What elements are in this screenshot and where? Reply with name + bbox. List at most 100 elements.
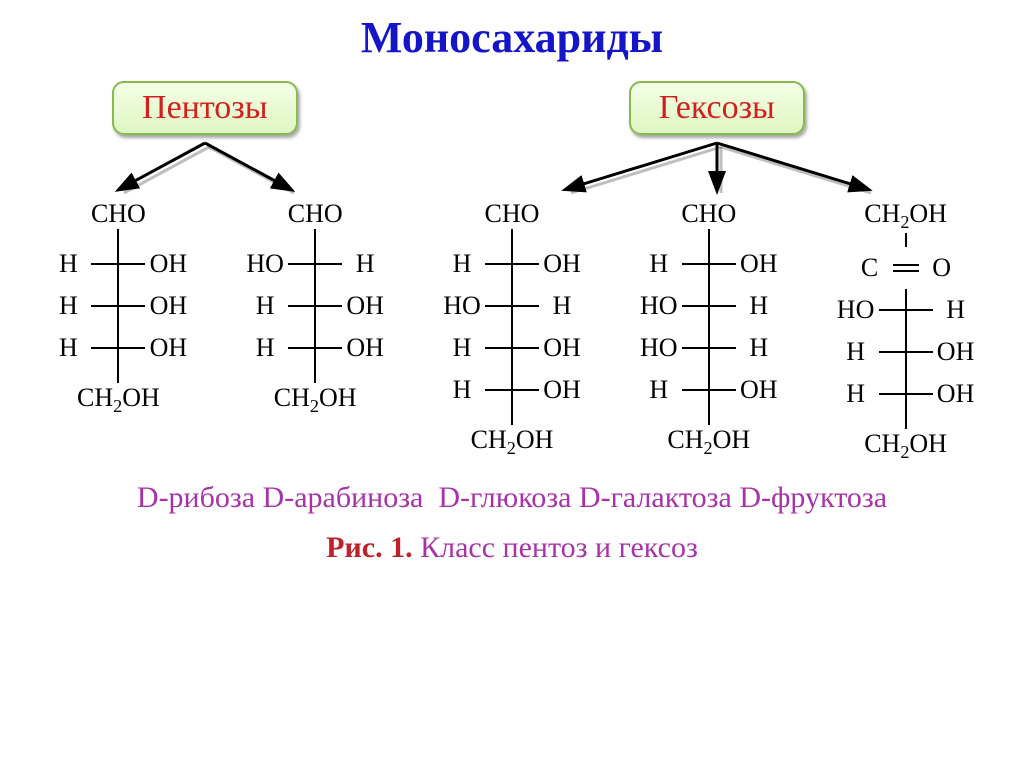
backbone	[117, 285, 119, 327]
chiral-row: HO H	[833, 289, 979, 331]
right-sub: OH	[933, 379, 979, 409]
left-sub: H	[45, 333, 91, 363]
bond	[119, 305, 145, 307]
bond	[682, 347, 708, 349]
backbone	[708, 285, 710, 327]
chiral-row: H OH	[45, 327, 191, 369]
top-group: CH2OH	[833, 199, 979, 233]
right-sub: OH	[736, 249, 782, 279]
right-sub: OH	[933, 337, 979, 367]
chiral-row: H OH	[636, 369, 782, 411]
backbone	[511, 369, 513, 411]
category-row: Пентозы Гексозы	[0, 81, 1024, 199]
right-sub: H	[736, 333, 782, 363]
backbone	[511, 327, 513, 369]
right-sub: H	[933, 295, 979, 325]
figure-caption: Рис. 1. Класс пентоз и гексоз	[0, 531, 1024, 565]
left-sub: H	[439, 375, 485, 405]
bond	[708, 411, 710, 425]
double-bond	[893, 264, 919, 272]
backbone	[511, 243, 513, 285]
structure-fructose: CH2OHCOHOHHOHHOHCH2OH	[833, 199, 979, 463]
top-group: CHO	[242, 199, 388, 229]
name-galactose: D-галактоза	[579, 481, 732, 514]
top-group: CHO	[439, 199, 585, 229]
bond	[879, 351, 905, 353]
category-hexoses-label: Гексозы	[659, 89, 775, 126]
right-sub: OH	[145, 249, 191, 279]
backbone	[117, 243, 119, 285]
page-title: Моносахариды	[0, 0, 1024, 63]
right-sub: H	[539, 291, 585, 321]
bond	[907, 351, 933, 353]
backbone	[314, 285, 316, 327]
bond	[117, 369, 119, 383]
left-sub: H	[636, 249, 682, 279]
category-pentoses-label: Пентозы	[142, 89, 268, 126]
left-sub: H	[833, 337, 879, 367]
left-sub: H	[636, 375, 682, 405]
chiral-row: HOH	[242, 243, 388, 285]
right-sub: H	[342, 249, 388, 279]
right-sub: OH	[342, 291, 388, 321]
left-sub: H	[242, 291, 288, 321]
bond	[511, 229, 513, 243]
structure-galactose: CHOHOHHOHHOHHOHCH2OH	[636, 199, 782, 459]
bottom-group: CH2OH	[833, 429, 979, 463]
bond	[91, 347, 117, 349]
bond	[907, 393, 933, 395]
right-sub: O	[919, 253, 965, 283]
left-sub: H	[439, 249, 485, 279]
title-text: Моносахариды	[361, 13, 663, 62]
chiral-row: HOH	[439, 285, 585, 327]
structure-arabinose: CHOHOHHOHHOHCH2OH	[242, 199, 388, 417]
top-group: CHO	[45, 199, 191, 229]
chiral-row: HOH	[439, 327, 585, 369]
bond	[511, 411, 513, 425]
right-sub: OH	[539, 333, 585, 363]
top-group: CHO	[636, 199, 782, 229]
bond	[119, 263, 145, 265]
left-sub: HO	[833, 295, 879, 325]
bond	[513, 389, 539, 391]
bond	[907, 309, 933, 311]
bond	[879, 309, 905, 311]
left-sub: C	[847, 253, 893, 283]
category-pentoses: Пентозы	[112, 81, 298, 135]
chiral-row: HOH	[242, 327, 388, 369]
bond	[117, 229, 119, 243]
right-sub: OH	[539, 249, 585, 279]
bond	[710, 389, 736, 391]
chiral-row: HOH	[636, 285, 782, 327]
structure-ribose: CHOHOHHOHHOHCH2OH	[45, 199, 191, 417]
caption-text: Класс пентоз и гексоз	[420, 531, 698, 564]
right-sub: OH	[736, 375, 782, 405]
bottom-group: CH2OH	[636, 425, 782, 459]
category-hexoses: Гексозы	[629, 81, 805, 135]
backbone	[708, 369, 710, 411]
ketone-row: CO	[833, 247, 979, 289]
bond	[314, 229, 316, 243]
structure-glucose: CHOHOHHOHHOHHOHCH2OH	[439, 199, 585, 459]
left-sub: HO	[636, 291, 682, 321]
bond	[710, 305, 736, 307]
left-sub: H	[242, 333, 288, 363]
bond	[119, 347, 145, 349]
bond	[879, 393, 905, 395]
chiral-row: HOH	[45, 243, 191, 285]
backbone	[314, 243, 316, 285]
bond	[288, 347, 314, 349]
backbone	[905, 331, 907, 373]
chiral-row: HOH	[833, 373, 979, 415]
right-sub: OH	[145, 333, 191, 363]
bond	[710, 347, 736, 349]
bond	[316, 305, 342, 307]
category-hexoses-wrap: Гексозы	[410, 81, 1024, 199]
bond	[316, 347, 342, 349]
name-fructose: D-фруктоза	[739, 481, 887, 514]
bond	[91, 263, 117, 265]
bond	[710, 263, 736, 265]
arrows-pentoses	[75, 139, 335, 199]
bond	[708, 229, 710, 243]
bottom-group: CH2OH	[45, 383, 191, 417]
